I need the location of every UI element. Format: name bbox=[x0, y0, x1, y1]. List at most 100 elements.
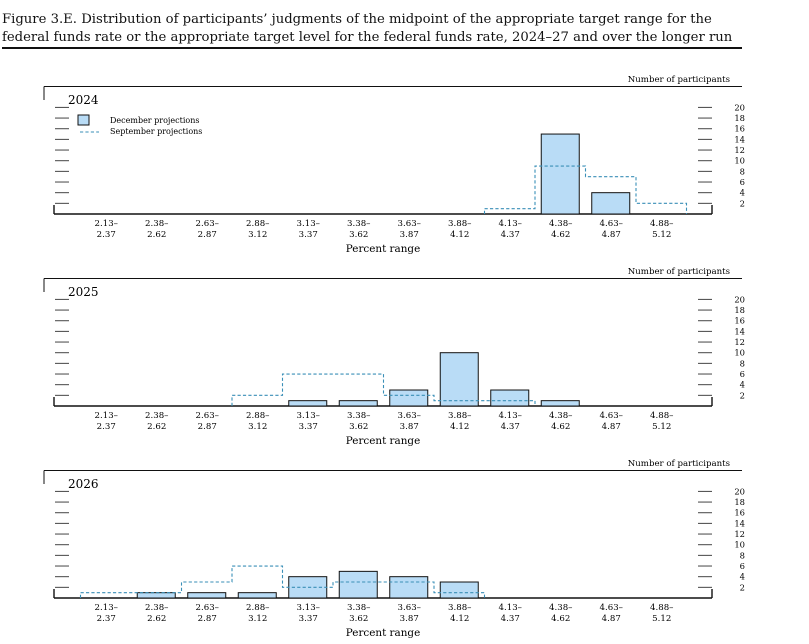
december-bar bbox=[540, 133, 580, 215]
x-tick-label-bottom: 4.62 bbox=[551, 230, 570, 240]
x-tick-label-top: 2.13– bbox=[95, 603, 118, 613]
december-bar bbox=[389, 576, 429, 599]
x-tick-label-bottom: 2.62 bbox=[147, 230, 166, 240]
x-tick-label-top: 3.63– bbox=[398, 219, 421, 229]
x-tick-label-top: 2.13– bbox=[95, 411, 118, 421]
x-tick-label-top: 3.13– bbox=[297, 411, 320, 421]
december-bar bbox=[591, 192, 631, 215]
x-tick-label-top: 3.13– bbox=[297, 219, 320, 229]
x-tick-label-top: 2.63– bbox=[196, 603, 219, 613]
y-axis-label: Number of participants bbox=[628, 459, 730, 469]
december-bar bbox=[288, 400, 328, 407]
x-tick-label-bottom: 3.62 bbox=[349, 422, 368, 432]
y-tick-label: 12 bbox=[734, 337, 745, 347]
x-tick-label-bottom: 2.62 bbox=[147, 614, 166, 624]
panel-2026: Number of participants 2026 24681012141618… bbox=[43, 459, 745, 639]
legend-december-label: December projections bbox=[110, 116, 199, 125]
y-tick-label: 18 bbox=[734, 113, 745, 123]
x-tick-label-bottom: 4.87 bbox=[602, 422, 621, 432]
december-bar bbox=[540, 400, 580, 407]
y-tick-label: 8 bbox=[740, 166, 745, 176]
x-tick-label-top: 2.88– bbox=[246, 603, 269, 613]
y-tick-label: 18 bbox=[734, 305, 745, 315]
panel-2024: Number of participants 2024 24681012141618… bbox=[43, 75, 745, 255]
y-tick-label: 12 bbox=[734, 145, 745, 155]
x-tick-label-bottom: 2.37 bbox=[97, 230, 116, 240]
y-axis-label: Number of participants bbox=[628, 75, 730, 85]
y-tick-label: 4 bbox=[740, 380, 745, 390]
december-bar bbox=[338, 400, 378, 407]
x-tick-label-bottom: 2.37 bbox=[97, 614, 116, 624]
x-tick-label-bottom: 3.37 bbox=[299, 422, 318, 432]
x-tick-label-top: 3.38– bbox=[347, 603, 370, 613]
panel-year-title: 2025 bbox=[68, 285, 99, 299]
x-tick-label-bottom: 3.87 bbox=[400, 230, 419, 240]
x-tick-label-bottom: 3.12 bbox=[248, 230, 267, 240]
x-tick-label-top: 2.38– bbox=[145, 219, 168, 229]
x-tick-label-top: 2.63– bbox=[196, 219, 219, 229]
x-tick-label-top: 4.38– bbox=[549, 603, 572, 613]
x-tick-label-bottom: 2.87 bbox=[198, 230, 217, 240]
figure-title-line-2: federal funds rate or the appropriate ta… bbox=[2, 29, 733, 45]
x-tick-label-top: 3.38– bbox=[347, 411, 370, 421]
september-step-line bbox=[79, 565, 486, 598]
x-tick-label-top: 4.38– bbox=[549, 411, 572, 421]
x-tick-label-top: 4.13– bbox=[499, 219, 522, 229]
x-tick-label-top: 2.88– bbox=[246, 219, 269, 229]
x-tick-label-top: 4.38– bbox=[549, 219, 572, 229]
x-tick-label-bottom: 3.62 bbox=[349, 614, 368, 624]
x-tick-label-top: 3.88– bbox=[448, 219, 471, 229]
x-tick-label-bottom: 4.12 bbox=[450, 422, 469, 432]
y-tick-label: 14 bbox=[734, 134, 745, 144]
y-tick-label: 10 bbox=[734, 348, 745, 358]
x-tick-label-bottom: 2.62 bbox=[147, 422, 166, 432]
x-tick-label-bottom: 5.12 bbox=[652, 614, 671, 624]
y-tick-label: 16 bbox=[734, 508, 745, 518]
x-tick-label-bottom: 3.12 bbox=[248, 422, 267, 432]
x-tick-label-bottom: 3.62 bbox=[349, 230, 368, 240]
x-axis-title: Percent range bbox=[346, 435, 420, 447]
y-tick-label: 18 bbox=[734, 497, 745, 507]
x-tick-label-bottom: 4.62 bbox=[551, 614, 570, 624]
figure-title-line-1: Figure 3.E. Distribution of participants… bbox=[2, 12, 712, 27]
september-step-line bbox=[231, 373, 536, 406]
y-tick-label: 2 bbox=[740, 390, 745, 400]
x-tick-label-bottom: 3.87 bbox=[400, 422, 419, 432]
x-tick-label-bottom: 3.37 bbox=[299, 614, 318, 624]
legend-december-swatch bbox=[77, 114, 90, 126]
y-tick-label: 10 bbox=[734, 540, 745, 550]
panel-2025: Number of participants 2025 24681012141618… bbox=[43, 267, 745, 447]
x-tick-label-bottom: 3.37 bbox=[299, 230, 318, 240]
x-tick-label-top: 3.63– bbox=[398, 603, 421, 613]
x-tick-label-bottom: 4.62 bbox=[551, 422, 570, 432]
x-tick-label-bottom: 3.12 bbox=[248, 614, 267, 624]
x-tick-label-bottom: 5.12 bbox=[652, 422, 671, 432]
december-bar bbox=[389, 389, 429, 407]
x-tick-label-top: 4.63– bbox=[600, 411, 623, 421]
y-tick-label: 14 bbox=[734, 518, 745, 528]
x-tick-label-top: 4.88– bbox=[650, 603, 673, 613]
december-bar bbox=[490, 389, 530, 407]
x-tick-label-top: 3.38– bbox=[347, 219, 370, 229]
x-tick-label-bottom: 5.12 bbox=[652, 230, 671, 240]
x-tick-label-top: 4.88– bbox=[650, 219, 673, 229]
x-tick-label-top: 4.13– bbox=[499, 603, 522, 613]
y-tick-label: 8 bbox=[740, 358, 745, 368]
y-tick-label: 20 bbox=[734, 294, 745, 304]
december-bar bbox=[187, 592, 227, 599]
y-tick-label: 2 bbox=[740, 198, 745, 208]
y-tick-label: 10 bbox=[734, 156, 745, 166]
x-tick-label-top: 4.63– bbox=[600, 219, 623, 229]
x-tick-label-top: 3.88– bbox=[448, 603, 471, 613]
x-tick-label-bottom: 2.87 bbox=[198, 422, 217, 432]
december-bar bbox=[439, 352, 479, 407]
y-tick-label: 16 bbox=[734, 124, 745, 134]
september-step-line bbox=[483, 165, 688, 214]
y-axis-label: Number of participants bbox=[628, 267, 730, 277]
x-tick-label-top: 3.13– bbox=[297, 603, 320, 613]
x-tick-label-bottom: 4.37 bbox=[501, 230, 520, 240]
x-tick-label-top: 3.63– bbox=[398, 411, 421, 421]
y-tick-label: 6 bbox=[740, 369, 745, 379]
y-tick-label: 6 bbox=[740, 561, 745, 571]
